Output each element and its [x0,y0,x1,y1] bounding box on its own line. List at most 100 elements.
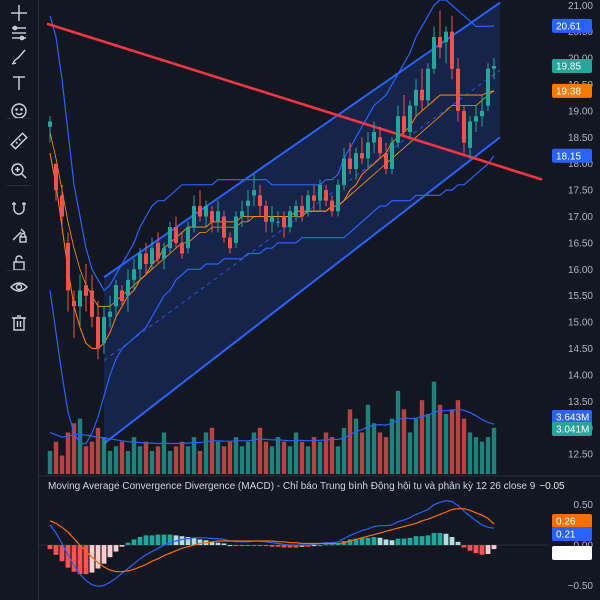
candle-body [318,184,322,201]
macd-histogram-bar [59,545,65,562]
candle [462,105,466,154]
volume-bar [71,423,77,474]
volume-bar [419,400,425,474]
candle-body [66,242,70,291]
candle-body [414,89,418,106]
volume-bar [323,432,329,474]
brush-icon[interactable] [7,46,31,68]
macd-signal-badge-text: 0.26 [556,517,576,528]
macd-histogram-bar [179,536,185,546]
volume-bar [173,446,179,474]
crosshair-icon[interactable] [7,2,31,24]
volume-bar [89,441,95,474]
candle-body [354,153,358,169]
candle [366,132,370,169]
candle-body [366,142,370,159]
macd-histogram-bar [89,545,95,573]
candle-body [186,227,190,249]
volume-bar [53,441,59,474]
macd-histogram-bar [227,545,233,547]
candle-body [420,89,424,101]
price-axis-tick: 17.00 [568,212,593,223]
candle-body [294,205,298,217]
candle [258,184,262,217]
macd-histogram-badge-text: −0.05 [556,549,582,560]
eye-icon[interactable] [7,276,31,298]
candle [234,211,238,249]
macd-histogram-bar [413,536,419,546]
candle [84,264,88,312]
candle [414,79,418,117]
candle [162,242,166,270]
macd-histogram-badge: −0.05 [552,546,592,560]
macd-histogram-bar [443,533,449,546]
candle-body [462,110,466,143]
macd-histogram-bar [317,545,323,547]
macd-histogram-bar [311,545,317,547]
macd-histogram-bar [323,544,329,546]
candle [192,195,196,233]
chart-svg[interactable]: 21.0020.5020.0019.5019.0018.5018.0017.50… [38,0,600,600]
ruler-icon[interactable] [7,130,31,152]
trendline-tools-icon[interactable] [7,22,31,44]
candle-body [306,195,310,212]
candle-body [222,216,226,238]
volume-bar [395,390,401,474]
volume-bar [83,446,89,474]
macd-histogram-bar [305,545,311,547]
macd-histogram-bar [215,542,221,546]
volume-bar [155,446,161,474]
last-price-badge-text: 19.85 [556,62,581,73]
zoom-in-icon[interactable] [7,160,31,182]
volume-bar [347,409,353,474]
last-price-badge-bg [552,59,592,74]
candle-body [348,158,352,169]
magnet-icon[interactable] [7,198,31,220]
macd-histogram-bar [47,545,53,550]
candle-body [282,216,286,228]
price-axis-tick: 18.50 [568,133,593,144]
candle-body [390,142,394,169]
candle-body [150,248,154,265]
volume-bar [149,450,155,474]
drawing-toolbar [0,0,39,600]
text-tool-icon[interactable] [7,72,31,94]
candle-body [60,195,64,217]
macd-axis-tick: 0.50 [574,500,594,511]
macd-title-value: −0.05 [539,481,565,492]
candle [180,232,184,259]
chart-area[interactable]: 21.0020.5020.0019.5019.0018.5018.0017.50… [38,0,600,600]
candle-body [360,153,364,159]
macd-histogram-bar [167,534,173,546]
macd-histogram-bar [491,545,497,550]
macd-histogram-bar [287,545,293,548]
candle [282,211,286,238]
candle-body [138,253,142,270]
volume-bar [371,423,377,474]
trash-icon[interactable] [7,312,31,334]
candle-body [330,200,334,212]
volume-bar [269,446,275,474]
candle [132,258,136,291]
macd-histogram-bar [389,540,395,546]
toolbar-separator [7,270,31,271]
candle-body [198,205,202,217]
macd-histogram-bar [221,543,227,546]
candle [402,95,406,138]
candle-body [78,290,82,307]
volume-bar [389,418,395,474]
macd-histogram-bar [395,538,401,546]
volume-bar [431,381,437,474]
candle [444,26,448,64]
price-axis-tick: 18.00 [568,159,593,170]
candle-body [378,137,382,154]
candle [276,211,280,228]
lock-drawing-icon[interactable] [7,224,31,246]
volume-bar [473,437,479,474]
macd-axis-tick: −0.50 [568,581,594,592]
candle [204,200,208,228]
volume-bar [209,427,215,474]
macd-histogram-bar [401,538,407,546]
toolbar-separator [7,118,31,119]
macd-histogram-bar [119,545,125,547]
